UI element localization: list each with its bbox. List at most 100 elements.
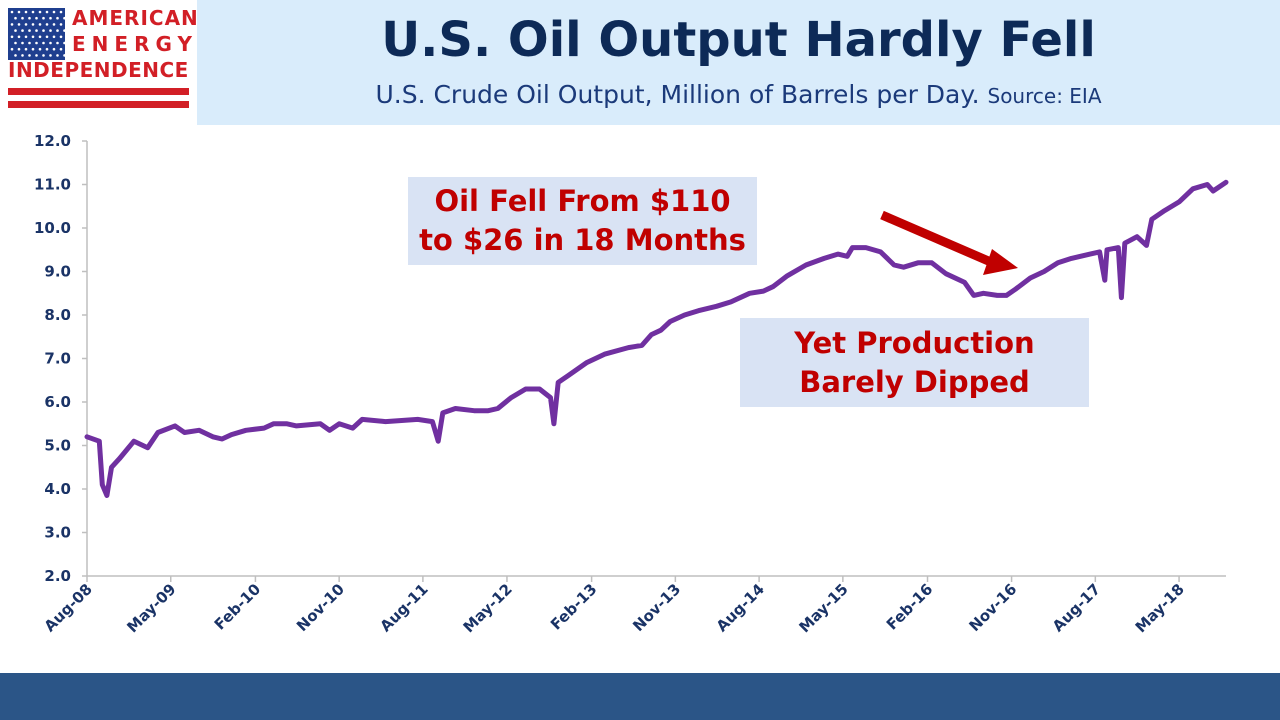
flag-star <box>52 23 56 26</box>
x-tick-label: May-12 <box>460 580 516 636</box>
logo-stripe <box>8 88 189 95</box>
flag-star <box>31 35 35 39</box>
x-tick-label: May-15 <box>795 580 851 636</box>
x-tick-label: Aug-08 <box>41 580 96 635</box>
flag-star <box>49 54 52 57</box>
flag-star <box>35 16 38 20</box>
x-tick-label: Nov-10 <box>293 580 348 635</box>
flag-star <box>14 29 17 32</box>
flag-star <box>38 47 42 51</box>
oil-output-chart: 12.0 11.0 10.0 9.0 8.0 7.0 6.0 5.0 4.0 3.0 2.0 Aug… <box>34 132 1229 636</box>
flag-star <box>56 54 59 57</box>
flag-star <box>38 10 42 14</box>
flag-star <box>24 10 28 14</box>
flag-star <box>59 10 63 14</box>
annotation-oil-fell-line2: to $26 in 18 Months <box>419 223 746 257</box>
page-title: U.S. Oil Output Hardly Fell <box>381 12 1096 68</box>
flag-star <box>59 23 63 26</box>
x-tick-label: Aug-17 <box>1049 580 1104 635</box>
flag-star <box>38 35 42 39</box>
x-tick-label: May-09 <box>123 580 179 636</box>
logo: AMERICAN ENERGY INDEPENDENCE <box>0 0 198 125</box>
flag-star <box>28 54 31 57</box>
y-tick-label: 9.0 <box>44 263 71 281</box>
logo-text-independence: INDEPENDENCE <box>8 58 189 82</box>
flag-star <box>59 35 63 39</box>
flag-star <box>17 10 21 14</box>
flag-star <box>17 47 21 51</box>
x-tick-label: Aug-11 <box>376 580 431 635</box>
flag-star <box>49 29 52 32</box>
x-tick-label: Nov-16 <box>965 580 1020 635</box>
flag-star <box>52 47 56 51</box>
annotation-oil-fell-line1: Oil Fell From $110 <box>434 184 731 218</box>
flag-star <box>35 41 38 45</box>
flag-star <box>10 35 14 39</box>
y-tick-label: 7.0 <box>44 350 71 368</box>
flag-star <box>63 41 65 45</box>
y-tick-label: 10.0 <box>34 219 71 237</box>
y-tick-label: 4.0 <box>44 480 71 498</box>
flag-star <box>63 54 65 57</box>
flag-star <box>52 10 56 14</box>
logo-stripe <box>8 101 189 108</box>
flag-star <box>24 47 28 51</box>
flag-star <box>52 35 56 39</box>
flag-star <box>28 41 31 45</box>
y-axis-ticks: 12.0 11.0 10.0 9.0 8.0 7.0 6.0 5.0 4.0 3.0 2.0 <box>34 132 87 585</box>
flag-star <box>42 16 45 20</box>
flag-star <box>31 47 35 51</box>
flag-star <box>28 16 31 20</box>
flag-star <box>56 41 59 45</box>
page-subtitle: U.S. Crude Oil Output, Million of Barrel… <box>197 80 1280 109</box>
x-tick-label: Feb-13 <box>547 580 600 633</box>
flag-star <box>56 16 59 20</box>
annotation-yet-production: Yet Production Barely Dipped <box>740 318 1089 407</box>
y-tick-label: 3.0 <box>44 524 71 542</box>
flag-star <box>31 10 35 14</box>
y-tick-label: 11.0 <box>34 176 71 194</box>
x-axis-ticks: Aug-08 May-09 Feb-10 Nov-10 Aug-11 May-12 Feb-… <box>41 576 1188 636</box>
flag-star <box>14 16 17 20</box>
flag-star <box>10 10 14 14</box>
flag-star <box>45 10 49 14</box>
flag-star <box>45 35 49 39</box>
flag-star <box>31 23 35 26</box>
flag-star <box>24 23 28 26</box>
flag-star <box>21 54 24 57</box>
flag-star <box>59 47 63 51</box>
flag-star <box>42 54 45 57</box>
x-tick-label: Aug-14 <box>713 580 768 635</box>
y-tick-label: 5.0 <box>44 437 71 455</box>
flag-star <box>17 23 21 26</box>
source-text: Source: EIA <box>987 84 1102 108</box>
flag-star <box>42 41 45 45</box>
flag-star <box>63 29 65 32</box>
subtitle-text: U.S. Crude Oil Output, Million of Barrel… <box>375 80 980 109</box>
flag-star <box>35 54 38 57</box>
flag-star <box>45 23 49 26</box>
flag-star <box>42 29 45 32</box>
x-tick-label: Nov-13 <box>629 580 684 635</box>
footer-bar <box>0 673 1280 720</box>
flag-star <box>45 47 49 51</box>
flag-star <box>49 16 52 20</box>
flag-star <box>10 47 14 51</box>
annotation-yet-production-line2: Barely Dipped <box>799 365 1030 399</box>
series-line-oil-output <box>84 179 1229 498</box>
y-tick-label: 12.0 <box>34 132 71 150</box>
logo-text-energy: ENERGY <box>72 32 198 56</box>
x-tick-label: Feb-16 <box>883 580 936 633</box>
flag-star <box>49 41 52 45</box>
flag-star <box>28 29 31 32</box>
y-tick-label: 2.0 <box>44 567 71 585</box>
header-banner <box>197 0 1280 125</box>
flag-star <box>63 16 65 20</box>
flag-star <box>14 41 17 45</box>
x-tick-label: Feb-10 <box>211 580 264 633</box>
flag-star <box>21 16 24 20</box>
annotation-yet-production-line1: Yet Production <box>794 326 1035 360</box>
flag-star <box>24 35 28 39</box>
flag-star <box>56 29 59 32</box>
flag-star <box>14 54 17 57</box>
